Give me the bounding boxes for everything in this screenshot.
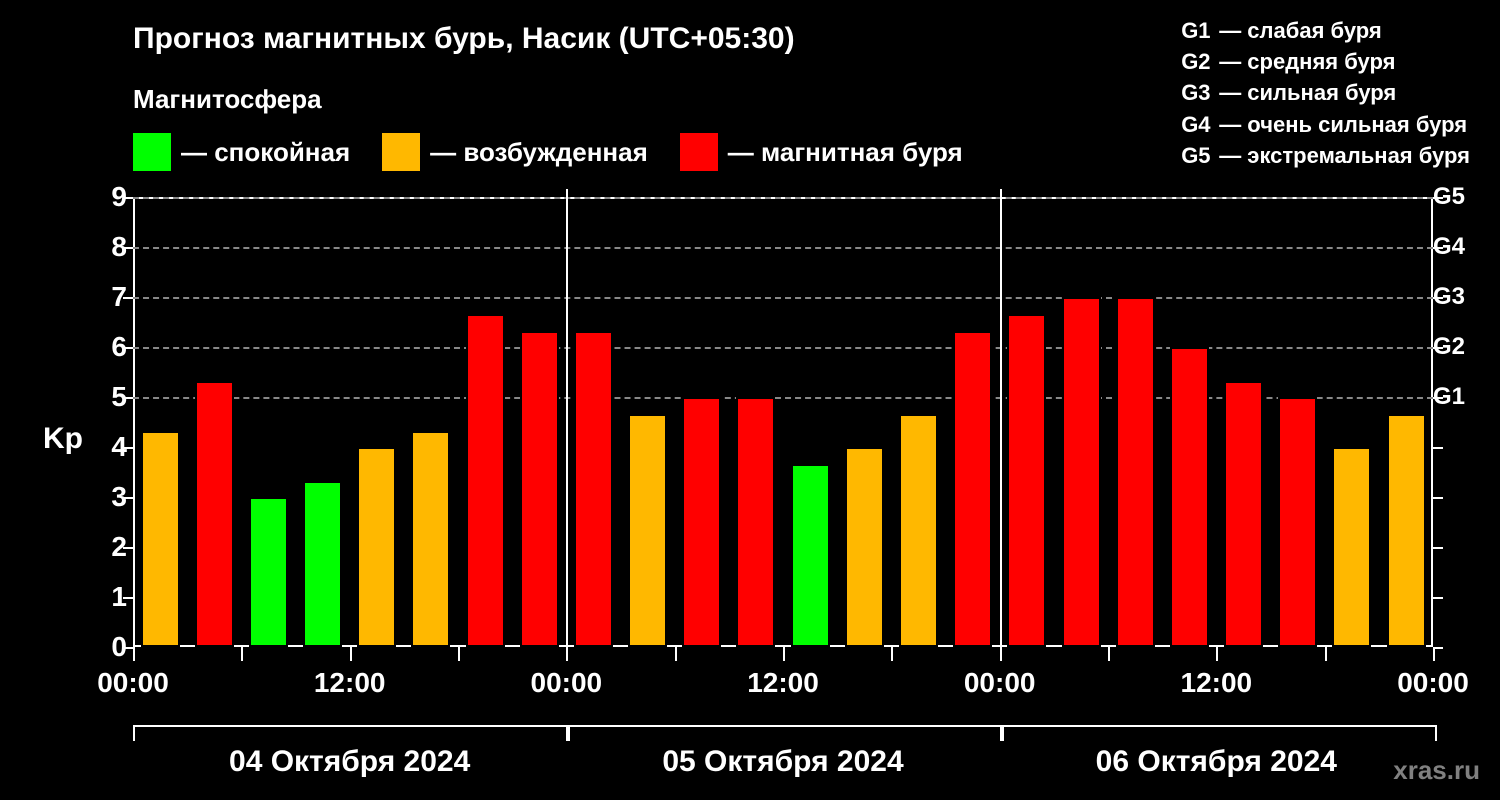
day-label-3: 06 Октября 2024 [1096,745,1337,779]
g-desc-1: G1— слабая буря [1181,15,1470,46]
legend-swatch-excited [382,133,420,171]
bar-wrap-5 [404,197,458,647]
site-watermark: xras.ru [1393,755,1480,786]
bar-14[interactable] [899,414,938,647]
g-desc-4: G4— очень сильная буря [1181,109,1470,140]
bar-3[interactable] [303,481,342,648]
bar-2[interactable] [249,497,288,647]
day-label-2: 05 Октября 2024 [662,745,903,779]
bar-21[interactable] [1278,397,1317,647]
chart-plot-area: 9 8 7 6 5 4 3 2 1 0 G5 G4 G3 G2 G1 [133,197,1433,647]
bar-wrap-13 [837,197,891,647]
bar-wrap-20 [1216,197,1270,647]
bar-7[interactable] [520,331,559,647]
bar-wrap-3 [296,197,350,647]
bar-wrap-21 [1271,197,1325,647]
legend-swatch-storm [680,133,718,171]
g-desc-5: G5— экстремальная буря [1181,140,1470,171]
magnetosphere-legend: — спокойная — возбужденная — магнитная б… [133,133,963,171]
bar-wrap-2 [241,197,295,647]
ytick-left-0: 0 [91,631,127,663]
ytick-left-3: 3 [91,481,127,513]
ytick-left-9: 9 [91,181,127,213]
bar-4[interactable] [357,447,396,647]
bar-wrap-10 [675,197,729,647]
bar-18[interactable] [1116,297,1155,647]
bar-wrap-15 [946,197,1000,647]
bar-5[interactable] [411,431,450,647]
legend-label-storm: — магнитная буря [728,137,963,168]
legend-label-calm: — спокойная [181,137,350,168]
ytick-left-6: 6 [91,331,127,363]
bar-wrap-14 [891,197,945,647]
xaxis-ticks [133,647,1433,661]
kp-axis-label: Kp [43,422,83,456]
bar-11[interactable] [736,397,775,647]
xaxis-time-labels: 00:00 12:00 00:00 12:00 00:00 12:00 00:0… [133,667,1433,713]
bars-container [133,197,1433,647]
bar-0[interactable] [141,431,180,647]
bar-9[interactable] [628,414,667,647]
ytick-left-7: 7 [91,281,127,313]
g-desc-2: G2— средняя буря [1181,46,1470,77]
bar-23[interactable] [1387,414,1426,647]
chart-title: Прогноз магнитных бурь, Насик (UTC+05:30… [133,22,795,56]
bar-wrap-22 [1325,197,1379,647]
day-group-brackets: 04 Октября 2024 05 Октября 2024 06 Октяб… [133,725,1433,785]
bar-wrap-18 [1108,197,1162,647]
legend-label-excited: — возбужденная [430,137,648,168]
bar-wrap-12 [783,197,837,647]
bar-wrap-23 [1379,197,1433,647]
bar-8[interactable] [574,331,613,647]
legend-swatch-calm [133,133,171,171]
bar-10[interactable] [682,397,721,647]
bar-wrap-4 [350,197,404,647]
g-scale-description: G1— слабая буря G2— средняя буря G3— сил… [1181,15,1470,171]
bar-22[interactable] [1332,447,1371,647]
ytick-left-8: 8 [91,231,127,263]
bar-20[interactable] [1224,381,1263,647]
bar-wrap-16 [1000,197,1054,647]
bar-16[interactable] [1007,314,1046,647]
bar-wrap-0 [133,197,187,647]
ytick-left-1: 1 [91,581,127,613]
bar-wrap-11 [729,197,783,647]
bar-12[interactable] [791,464,830,647]
legend-item-0: — спокойная [133,133,350,171]
ytick-left-5: 5 [91,381,127,413]
chart-subtitle: Магнитосфера [133,84,322,115]
bar-wrap-9 [621,197,675,647]
bar-17[interactable] [1062,297,1101,647]
day-label-1: 04 Октября 2024 [229,745,470,779]
ytick-left-4: 4 [91,431,127,463]
bar-wrap-6 [458,197,512,647]
legend-item-2: — магнитная буря [680,133,963,171]
magnetic-storm-chart: { "title": "Прогноз магнитных бурь, Наси… [0,0,1500,800]
bar-wrap-1 [187,197,241,647]
bar-6[interactable] [466,314,505,647]
bar-wrap-19 [1162,197,1216,647]
bar-13[interactable] [845,447,884,647]
ytick-left-2: 2 [91,531,127,563]
bar-15[interactable] [953,331,992,647]
bar-wrap-17 [1054,197,1108,647]
bar-1[interactable] [195,381,234,647]
g-desc-3: G3— сильная буря [1181,77,1470,108]
bar-19[interactable] [1170,347,1209,647]
bar-wrap-7 [512,197,566,647]
legend-item-1: — возбужденная [382,133,648,171]
bar-wrap-8 [566,197,620,647]
